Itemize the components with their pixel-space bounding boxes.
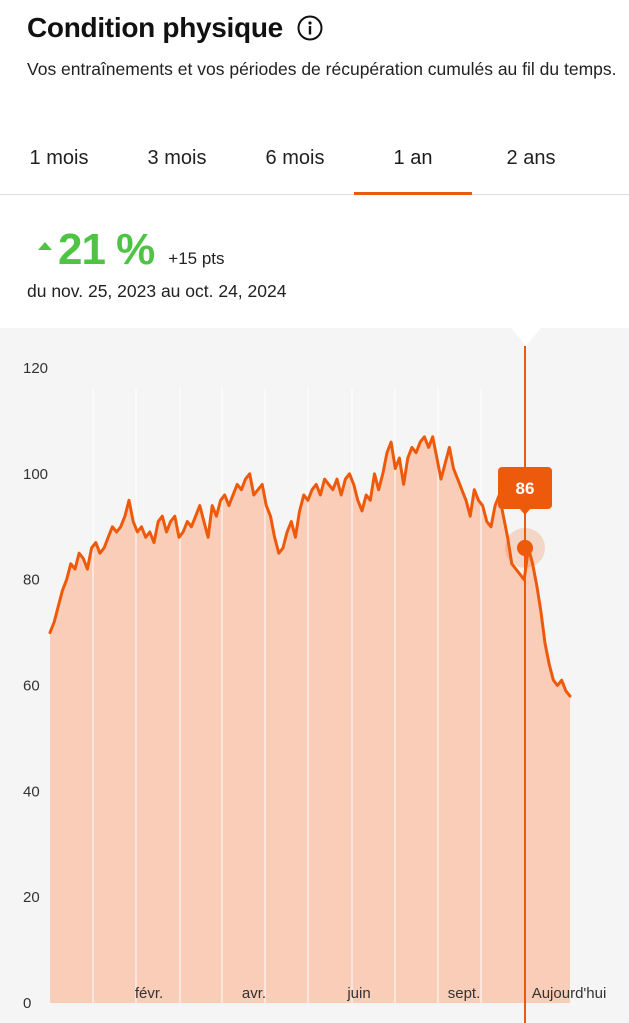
summary-panel: 21 % +15 pts du nov. 25, 2023 au oct. 24… bbox=[0, 195, 629, 328]
title-row: Condition physique bbox=[27, 12, 323, 44]
pointer-notch bbox=[511, 328, 541, 346]
fitness-chart[interactable]: 0 20 40 60 80 100 120 févr. avr. juin sept. Aujourd… bbox=[0, 328, 629, 1023]
x-tick-label: avr. bbox=[242, 985, 266, 1002]
tab-label: 6 mois bbox=[265, 147, 325, 169]
series-line bbox=[48, 435, 572, 698]
x-tick-label: Aujourd'hui bbox=[532, 985, 607, 1002]
page-subtitle: Vos entraînements et vos périodes de réc… bbox=[27, 59, 617, 79]
tab-label: 3 mois bbox=[147, 147, 207, 169]
tab-underline bbox=[354, 192, 472, 195]
value-badge-pointer bbox=[519, 508, 531, 515]
y-tick-label: 120 bbox=[23, 360, 48, 377]
tab-label: 2 ans bbox=[506, 147, 556, 169]
value-badge bbox=[498, 467, 552, 509]
trend-up-icon bbox=[38, 242, 52, 250]
change-row: 21 % +15 pts bbox=[38, 225, 225, 275]
tab-1-year[interactable]: 1 an bbox=[354, 138, 472, 195]
x-tick-label: sept. bbox=[448, 985, 481, 1002]
period-tabs: 1 mois 3 mois 6 mois 1 an 2 ans bbox=[0, 138, 629, 195]
y-tick-label: 60 bbox=[23, 678, 40, 695]
y-tick-label: 40 bbox=[23, 783, 40, 800]
y-tick-label: 20 bbox=[23, 889, 40, 906]
x-tick-label: juin bbox=[346, 985, 370, 1002]
selected-point[interactable] bbox=[517, 539, 533, 556]
tab-6-months[interactable]: 6 mois bbox=[236, 138, 354, 194]
date-range: du nov. 25, 2023 au oct. 24, 2024 bbox=[27, 281, 287, 301]
y-tick-label: 0 bbox=[23, 995, 31, 1012]
tab-3-months[interactable]: 3 mois bbox=[118, 138, 236, 194]
change-points: +15 pts bbox=[168, 249, 225, 268]
change-percent: 21 % bbox=[58, 225, 155, 274]
tab-1-month[interactable]: 1 mois bbox=[0, 138, 118, 194]
tab-label: 1 an bbox=[393, 147, 433, 169]
value-badge-label: 86 bbox=[516, 479, 535, 498]
y-tick-label: 100 bbox=[23, 466, 48, 483]
chart-svg[interactable]: 0 20 40 60 80 100 120 févr. avr. juin sept. Aujourd… bbox=[0, 328, 629, 1023]
tab-2-years[interactable]: 2 ans bbox=[472, 138, 590, 194]
info-icon[interactable] bbox=[297, 15, 323, 41]
tab-label: 1 mois bbox=[29, 147, 89, 169]
page-title: Condition physique bbox=[27, 12, 283, 43]
y-tick-label: 80 bbox=[23, 572, 40, 589]
x-tick-label: févr. bbox=[135, 985, 163, 1002]
